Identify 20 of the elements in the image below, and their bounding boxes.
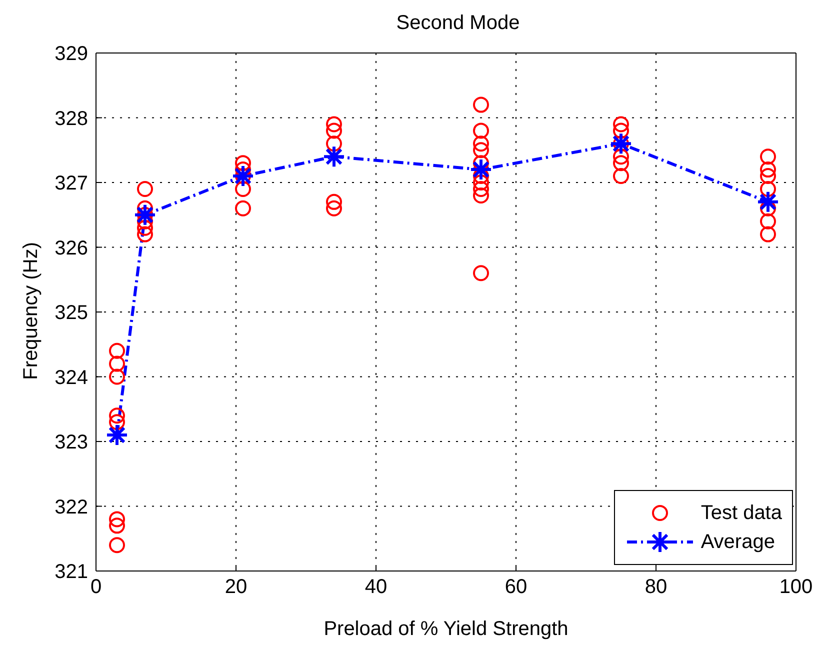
y-tick-label: 327 <box>54 172 88 195</box>
y-tick-label: 323 <box>54 432 88 454</box>
y-tick-label: 326 <box>54 237 88 260</box>
y-tick-label: 329 <box>54 43 88 66</box>
y-tick-label: 328 <box>54 108 88 130</box>
y-tick-label: 321 <box>54 561 88 584</box>
x-tick-label: 60 <box>504 576 528 598</box>
legend-label: Test data <box>700 502 782 524</box>
y-tick-label: 322 <box>54 496 88 518</box>
y-axis-title: Frequency (Hz) <box>20 242 42 380</box>
y-tick-label: 325 <box>54 302 88 324</box>
x-tick-label: 100 <box>779 576 813 598</box>
x-tick-label: 0 <box>90 576 102 598</box>
x-tick-label: 20 <box>224 576 248 598</box>
x-axis-title: Preload of % Yield Strength <box>324 618 568 640</box>
y-tick-label: 324 <box>54 366 88 389</box>
x-tick-label: 80 <box>644 576 668 598</box>
chart-title: Second Mode <box>395 12 521 35</box>
legend-label: Average <box>700 530 775 554</box>
x-tick-label: 40 <box>364 576 388 598</box>
